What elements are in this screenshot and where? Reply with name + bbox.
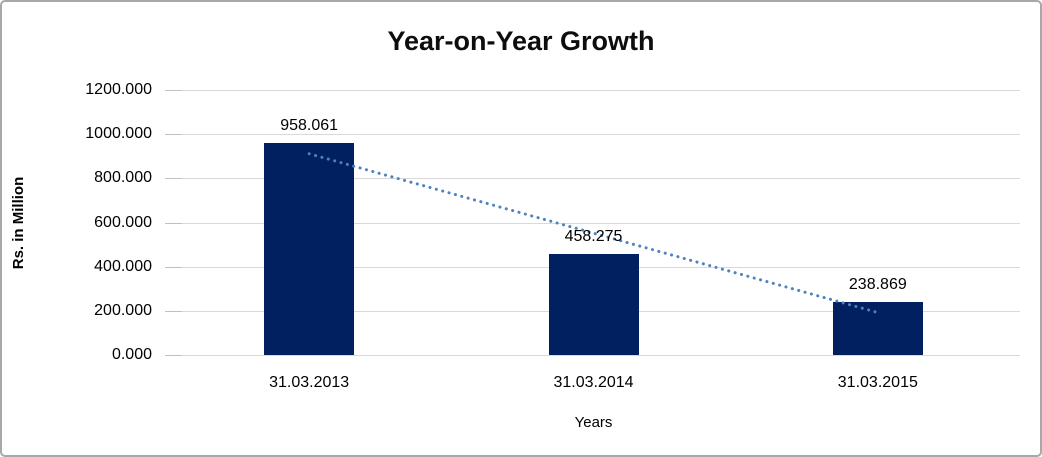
gridline bbox=[167, 90, 1020, 91]
y-tick-label: 1000.000 bbox=[85, 125, 152, 143]
y-tick-label: 200.000 bbox=[94, 301, 152, 319]
data-label: 458.275 bbox=[564, 227, 623, 245]
chart-title: Year-on-Year Growth bbox=[387, 26, 655, 56]
gridline bbox=[167, 355, 1020, 356]
y-axis-tick bbox=[165, 90, 182, 91]
y-tick-label: 0.000 bbox=[111, 346, 152, 363]
y-tick-label: 400.000 bbox=[94, 257, 152, 275]
bar bbox=[264, 143, 355, 355]
y-axis-tick bbox=[165, 266, 182, 268]
bar bbox=[548, 253, 639, 355]
y-axis-tick bbox=[165, 355, 182, 356]
y-axis-tick bbox=[165, 310, 182, 312]
data-label: 958.061 bbox=[280, 117, 339, 135]
y-tick-label: 1200.000 bbox=[85, 81, 152, 98]
y-axis-tick bbox=[165, 134, 182, 136]
y-axis-title: Rs. in Million bbox=[10, 176, 27, 270]
y-axis-tick bbox=[165, 178, 182, 180]
x-tick-label: 31.03.2015 bbox=[837, 374, 918, 391]
bar bbox=[832, 302, 923, 355]
x-axis-title: Years bbox=[574, 414, 613, 431]
x-tick-label: 31.03.2014 bbox=[553, 374, 634, 391]
y-axis-tick bbox=[165, 222, 182, 224]
y-tick-label: 800.000 bbox=[94, 169, 152, 187]
y-tick-label: 600.000 bbox=[94, 213, 152, 231]
gridline bbox=[167, 134, 1020, 136]
data-label: 238.869 bbox=[848, 276, 907, 294]
x-tick-label: 31.03.2013 bbox=[269, 374, 350, 391]
